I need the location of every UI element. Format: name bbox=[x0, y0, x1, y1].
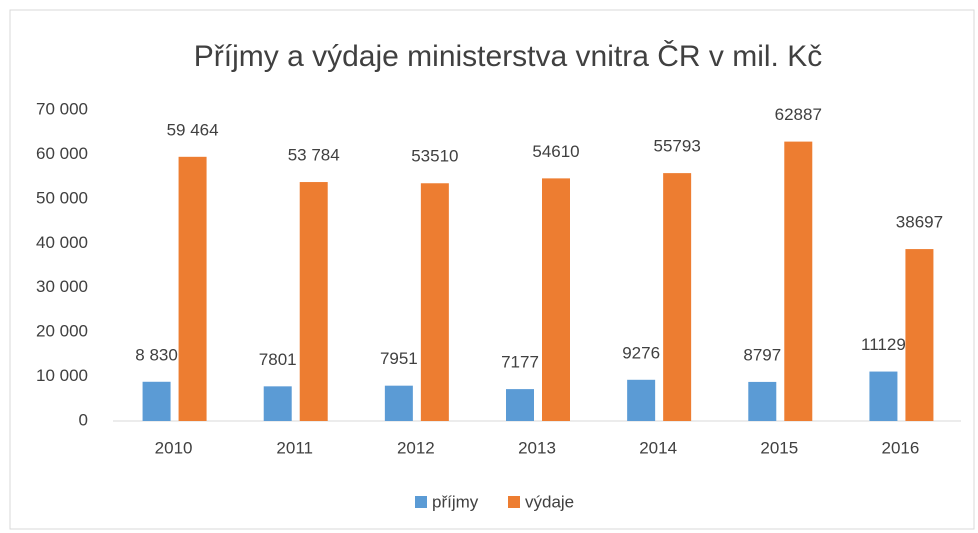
data-label: 59 464 bbox=[167, 120, 219, 139]
data-label: 7801 bbox=[259, 350, 297, 369]
legend-swatch bbox=[415, 496, 427, 508]
x-tick-label: 2014 bbox=[639, 438, 677, 457]
bar bbox=[420, 183, 449, 421]
data-label: 7951 bbox=[380, 349, 418, 368]
legend-label: příjmy bbox=[432, 492, 479, 511]
bar bbox=[299, 182, 328, 421]
legend-swatch bbox=[508, 496, 520, 508]
data-label: 53 784 bbox=[288, 146, 340, 165]
data-label: 55793 bbox=[654, 137, 701, 156]
y-tick-label: 0 bbox=[79, 410, 88, 429]
data-label: 8797 bbox=[743, 345, 781, 364]
data-label: 7177 bbox=[501, 353, 539, 372]
y-tick-label: 60 000 bbox=[36, 144, 88, 163]
data-label: 38697 bbox=[896, 213, 943, 232]
bar bbox=[506, 389, 534, 421]
bar bbox=[748, 381, 777, 421]
x-tick-label: 2015 bbox=[760, 438, 798, 457]
y-tick-label: 20 000 bbox=[36, 322, 88, 341]
x-tick-label: 2013 bbox=[518, 438, 556, 457]
bar bbox=[869, 371, 898, 421]
x-tick-label: 2012 bbox=[397, 438, 435, 457]
bar bbox=[627, 379, 656, 421]
bar bbox=[905, 249, 934, 421]
y-tick-label: 30 000 bbox=[36, 277, 88, 296]
chart-frame bbox=[9, 9, 975, 530]
data-label: 62887 bbox=[775, 105, 822, 124]
data-label: 8 830 bbox=[135, 345, 178, 364]
data-label: 9276 bbox=[622, 343, 660, 362]
bar bbox=[263, 386, 292, 421]
x-tick-label: 2010 bbox=[155, 438, 193, 457]
bar bbox=[784, 141, 813, 421]
y-tick-label: 10 000 bbox=[36, 366, 88, 385]
bar bbox=[663, 173, 692, 421]
y-tick-label: 70 000 bbox=[36, 99, 88, 118]
x-tick-label: 2011 bbox=[276, 438, 313, 457]
bar bbox=[178, 156, 207, 421]
data-label: 11129 bbox=[861, 335, 906, 354]
y-tick-label: 40 000 bbox=[36, 233, 88, 252]
bar bbox=[542, 178, 570, 421]
legend-label: výdaje bbox=[525, 492, 574, 511]
data-label: 54610 bbox=[532, 142, 579, 161]
data-label: 53510 bbox=[411, 147, 458, 166]
chart-title: Příjmy a výdaje ministerstva vnitra ČR v… bbox=[194, 39, 822, 73]
bar bbox=[142, 381, 171, 421]
y-tick-label: 50 000 bbox=[36, 188, 88, 207]
bar bbox=[384, 385, 413, 421]
x-tick-label: 2016 bbox=[882, 438, 920, 457]
